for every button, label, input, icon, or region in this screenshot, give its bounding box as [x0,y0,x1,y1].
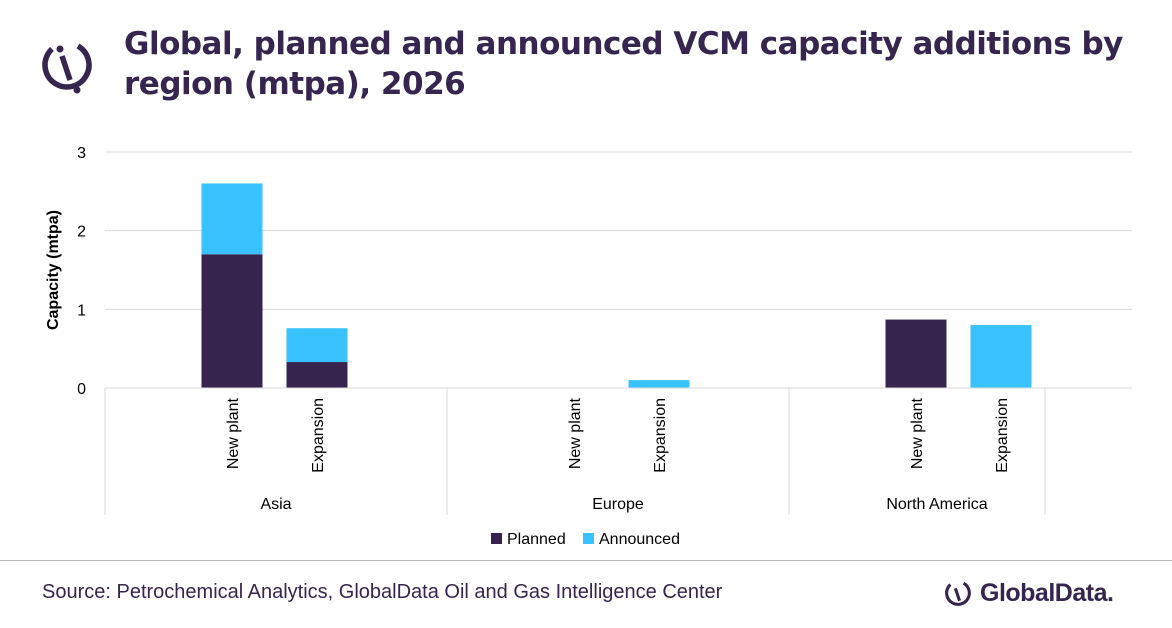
footer-divider [0,560,1172,561]
legend-label: Planned [507,531,566,548]
bar-planned [286,362,348,388]
region-label: Asia [260,496,291,513]
legend-swatch [491,533,502,544]
x-tick-label: Expansion [652,398,669,473]
globaldata-logo-icon [42,40,92,94]
legend-label: Announced [599,531,680,548]
chart: 0 1 2 3 Capacity (mtpa) New plant Expansion Asi… [45,145,1132,548]
bar-announced [628,380,690,388]
y-tick-label: 1 [77,302,86,319]
y-tick-label: 3 [77,145,86,162]
x-tick-label: Expansion [994,398,1011,473]
bar-planned [201,254,263,388]
bar-planned [885,319,947,388]
bar-announced [201,183,263,255]
region-label: North America [886,496,987,513]
bar-announced [286,328,348,363]
x-tick-label: New plant [909,397,926,469]
region-label: Europe [592,496,644,513]
brand-logo: GlobalData. [944,577,1114,609]
source-note: Source: Petrochemical Analytics, GlobalD… [42,581,723,603]
y-tick-label: 0 [77,381,86,398]
x-tick-label: Expansion [310,398,327,473]
bar-announced [970,325,1032,388]
y-axis-label: Capacity (mtpa) [45,210,62,330]
y-tick-label: 2 [77,224,86,241]
chart-title: Global, planned and announced VCM capaci… [124,26,1123,102]
legend-swatch [583,533,594,544]
x-tick-label: New plant [567,397,584,469]
globaldata-brand-icon [945,580,971,606]
brand-name: GlobalData. [980,578,1114,607]
x-tick-label: New plant [225,397,242,469]
